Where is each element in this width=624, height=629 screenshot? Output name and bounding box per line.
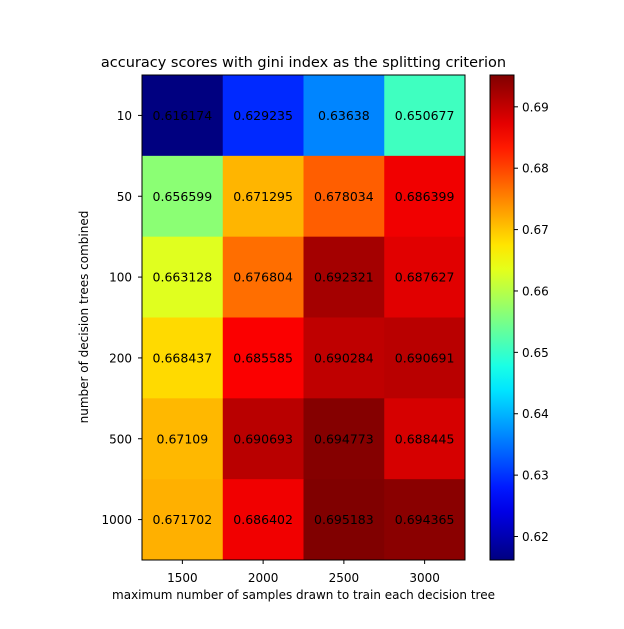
cell-value-label: 0.671702 bbox=[153, 512, 213, 527]
colorbar-frame bbox=[489, 74, 515, 561]
heatmap-cell bbox=[303, 317, 385, 399]
heatmap-cell bbox=[303, 236, 385, 318]
colorbar-gradient bbox=[490, 75, 514, 560]
chart-title: accuracy scores with gini index as the s… bbox=[101, 55, 506, 71]
heatmap-cell bbox=[303, 75, 385, 157]
heatmap-cell bbox=[222, 398, 304, 480]
colorbar-tick-label: 0.63 bbox=[522, 469, 549, 483]
heatmap-cells: 0.616174 0.629235 0.63638 0.650677 0.656599 0… bbox=[142, 75, 466, 561]
cell-value-label: 0.690693 bbox=[233, 431, 293, 446]
cell-value-label: 0.678034 bbox=[314, 189, 374, 204]
heatmap-cell bbox=[222, 75, 304, 157]
heatmap-cell bbox=[142, 317, 224, 399]
cell-value-label: 0.663128 bbox=[153, 270, 213, 285]
heatmap-cell bbox=[142, 398, 224, 480]
y-tick-label: 1000 bbox=[101, 513, 132, 527]
plot-frame bbox=[141, 74, 466, 561]
heatmap-cell bbox=[222, 155, 304, 238]
cell-value-label: 0.671295 bbox=[233, 189, 293, 204]
heatmap-cell bbox=[222, 317, 304, 399]
colorbar: 0.62 0.63 0.64 0.65 0.66 0.67 0.68 0.69 bbox=[489, 74, 549, 561]
colorbar-tick-label: 0.67 bbox=[522, 223, 549, 237]
x-axis: 1500 2000 2500 3000 bbox=[167, 560, 440, 585]
heatmap-cell bbox=[384, 398, 466, 480]
cell-value-label: 0.694773 bbox=[314, 431, 374, 446]
colorbar-tick-label: 0.64 bbox=[522, 407, 549, 421]
cell-value-label: 0.694365 bbox=[395, 512, 455, 527]
heatmap-cell bbox=[384, 155, 466, 238]
cell-value-label: 0.685585 bbox=[233, 350, 293, 365]
y-tick-label: 100 bbox=[109, 271, 132, 285]
cell-value-label: 0.690691 bbox=[395, 350, 455, 365]
cell-value-label: 0.656599 bbox=[153, 189, 213, 204]
heatmap-cell bbox=[384, 317, 466, 399]
cell-value-label: 0.686402 bbox=[233, 512, 293, 527]
cell-value-label: 0.63638 bbox=[318, 108, 370, 123]
colorbar-tick-label: 0.62 bbox=[522, 530, 549, 544]
x-tick-label: 2500 bbox=[329, 571, 360, 585]
heatmap-cell bbox=[142, 479, 224, 561]
cell-value-label: 0.690284 bbox=[314, 350, 374, 365]
heatmap-cell bbox=[222, 479, 304, 561]
y-axis-label: number of decision trees combined bbox=[77, 211, 91, 424]
heatmap-cell bbox=[303, 479, 385, 561]
y-axis: 10 50 100 200 500 1000 bbox=[101, 109, 142, 527]
cell-value-label: 0.695183 bbox=[314, 512, 374, 527]
cell-value-label: 0.692321 bbox=[314, 270, 374, 285]
cell-value-label: 0.616174 bbox=[153, 108, 213, 123]
heatmap-cell bbox=[142, 155, 224, 238]
x-tick-label: 1500 bbox=[167, 571, 198, 585]
y-tick-label: 500 bbox=[109, 432, 132, 446]
cell-value-label: 0.67109 bbox=[157, 431, 209, 446]
x-tick-label: 3000 bbox=[409, 571, 440, 585]
colorbar-tick-label: 0.68 bbox=[522, 162, 549, 176]
cell-value-label: 0.686399 bbox=[395, 189, 455, 204]
heatmap-cell bbox=[222, 236, 304, 318]
heatmap-cell bbox=[384, 75, 466, 157]
heatmap-cell bbox=[384, 479, 466, 561]
heatmap-cell bbox=[303, 398, 385, 480]
cell-value-label: 0.650677 bbox=[395, 108, 455, 123]
colorbar-tick-label: 0.66 bbox=[522, 284, 549, 298]
heatmap-cell bbox=[142, 75, 224, 157]
x-tick-label: 2000 bbox=[248, 571, 279, 585]
heatmap-cell bbox=[142, 236, 224, 318]
cell-value-label: 0.668437 bbox=[153, 350, 213, 365]
x-axis-label: maximum number of samples drawn to train… bbox=[112, 588, 495, 602]
colorbar-tick-label: 0.69 bbox=[522, 100, 549, 114]
colorbar-tick-label: 0.65 bbox=[522, 346, 549, 360]
cell-value-label: 0.676804 bbox=[233, 270, 293, 285]
y-tick-label: 200 bbox=[109, 351, 132, 365]
y-tick-label: 50 bbox=[117, 190, 132, 204]
heatmap-cell bbox=[384, 236, 466, 318]
cell-value-label: 0.687627 bbox=[395, 270, 455, 285]
cell-value-label: 0.629235 bbox=[233, 108, 293, 123]
y-tick-label: 10 bbox=[117, 109, 132, 123]
cell-value-label: 0.688445 bbox=[395, 431, 455, 446]
heatmap-cell bbox=[303, 155, 385, 238]
